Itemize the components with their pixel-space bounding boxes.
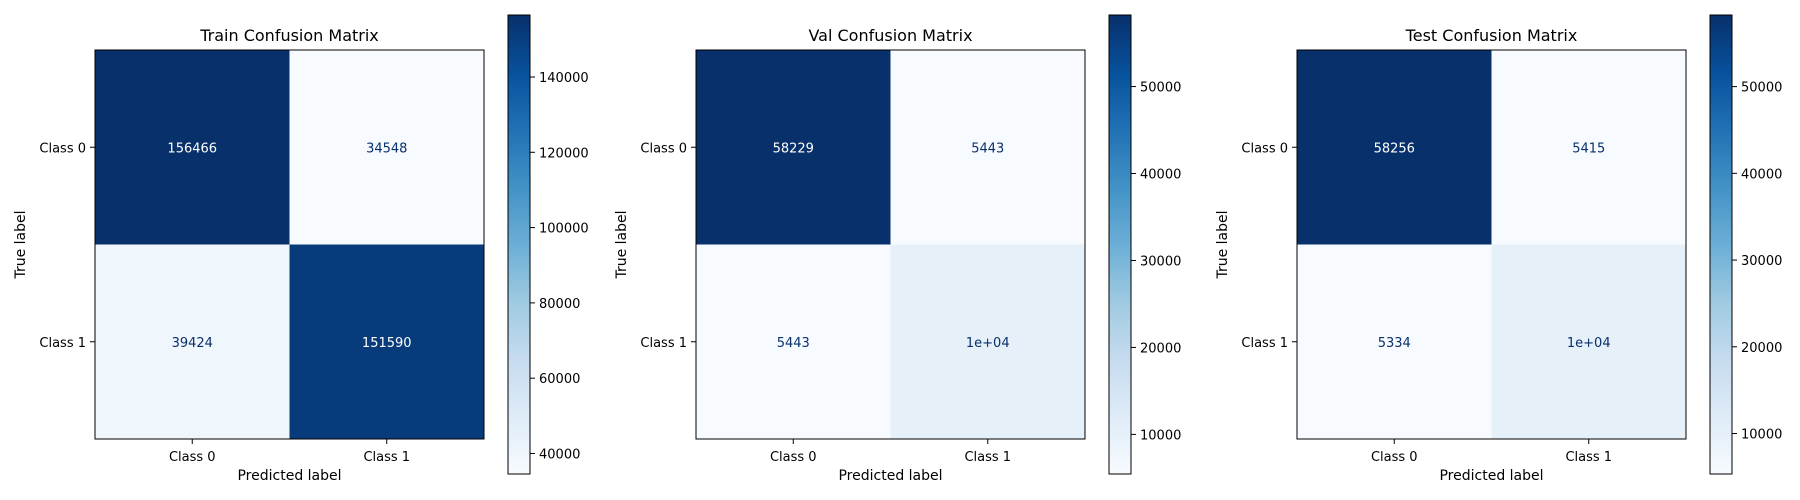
- colorbar-tick-label: 10000: [1741, 428, 1782, 443]
- matrix-cell: [696, 244, 891, 439]
- matrix-cell: [95, 244, 290, 439]
- y-axis-label: True label: [1215, 210, 1231, 279]
- matrix-cell: [289, 244, 484, 439]
- x-axis-label: Predicted label: [237, 468, 341, 484]
- colorbar-gradient: [508, 15, 530, 474]
- chart-title: Test Confusion Matrix: [1405, 26, 1578, 45]
- colorbar-frame: [1709, 14, 1733, 475]
- matrix-cell: [890, 244, 1085, 439]
- cell-value-label: 5334: [1378, 336, 1411, 351]
- chart-panel: 58229 5443 5443 1e+04 Val Confusion Matrix Cl…: [614, 14, 1181, 484]
- cell-value-label: 5443: [971, 141, 1004, 156]
- colorbar-tick-label: 80000: [539, 297, 580, 312]
- colorbar-tick-label: 60000: [539, 372, 580, 387]
- x-tick-label: Class 1: [363, 450, 410, 465]
- y-tick-label: Class 1: [39, 336, 86, 351]
- y-tick-label: Class 0: [39, 141, 86, 156]
- colorbar-tick-label: 40000: [1140, 168, 1181, 183]
- x-tick-label: Class 1: [964, 450, 1011, 465]
- x-axis-label: Predicted label: [838, 468, 942, 484]
- y-tick-label: Class 1: [640, 336, 687, 351]
- x-tick-label: Class 0: [169, 450, 216, 465]
- colorbar-gradient: [1710, 15, 1732, 474]
- y-tick-label: Class 1: [1241, 336, 1288, 351]
- cell-value-label: 34548: [366, 141, 407, 156]
- cell-value-label: 58256: [1374, 141, 1415, 156]
- matrix-frame: [94, 49, 485, 440]
- colorbar-tick-label: 50000: [1140, 81, 1181, 96]
- cell-value-label: 58229: [773, 141, 814, 156]
- matrix-cell: [1297, 50, 1492, 245]
- colorbar-frame: [1108, 14, 1132, 475]
- x-tick-label: Class 1: [1565, 450, 1612, 465]
- colorbar-gradient: [1109, 15, 1131, 474]
- cell-value-label: 1e+04: [1567, 336, 1611, 351]
- colorbar-frame: [507, 14, 531, 475]
- chart-title: Val Confusion Matrix: [808, 26, 972, 45]
- colorbar-tick-label: 30000: [1741, 254, 1782, 269]
- cell-value-label: 5415: [1572, 141, 1605, 156]
- colorbar-tick-label: 10000: [1140, 428, 1181, 443]
- x-tick-label: Class 0: [770, 450, 817, 465]
- cell-value-label: 1e+04: [966, 336, 1010, 351]
- colorbar-tick-label: 100000: [539, 222, 589, 237]
- colorbar-tick-label: 120000: [539, 146, 589, 161]
- matrix-cell: [1491, 50, 1686, 245]
- matrix-cell: [289, 50, 484, 245]
- y-axis-label: True label: [614, 210, 630, 279]
- matrix-cell: [95, 50, 290, 245]
- x-axis-label: Predicted label: [1439, 468, 1543, 484]
- y-tick-label: Class 0: [640, 141, 687, 156]
- panels-container: 156466 34548 39424 151590 Train Confusion Ma…: [13, 14, 1782, 484]
- matrix-frame: [1296, 49, 1687, 440]
- y-axis-label: True label: [13, 210, 29, 279]
- chart-panel: 156466 34548 39424 151590 Train Confusion Ma…: [13, 14, 589, 484]
- x-tick-label: Class 0: [1371, 450, 1418, 465]
- colorbar-tick-label: 50000: [1741, 81, 1782, 96]
- chart-panel: 58256 5415 5334 1e+04 Test Confusion Matrix C…: [1215, 14, 1782, 484]
- colorbar-tick-label: 20000: [1140, 341, 1181, 356]
- matrix-cell: [890, 50, 1085, 245]
- colorbar-tick-label: 30000: [1140, 254, 1181, 269]
- cell-value-label: 39424: [172, 336, 213, 351]
- chart-title: Train Confusion Matrix: [199, 26, 379, 45]
- matrix-cell: [1297, 244, 1492, 439]
- colorbar-tick-label: 40000: [539, 447, 580, 462]
- cell-value-label: 151590: [362, 336, 412, 351]
- colorbar-tick-label: 140000: [539, 71, 589, 86]
- matrix-frame: [695, 49, 1086, 440]
- cell-value-label: 156466: [167, 141, 217, 156]
- matrix-cell: [696, 50, 891, 245]
- y-tick-label: Class 0: [1241, 141, 1288, 156]
- colorbar-tick-label: 20000: [1741, 341, 1782, 356]
- cell-value-label: 5443: [777, 336, 810, 351]
- colorbar-tick-label: 40000: [1741, 167, 1782, 182]
- matrix-cell: [1491, 244, 1686, 439]
